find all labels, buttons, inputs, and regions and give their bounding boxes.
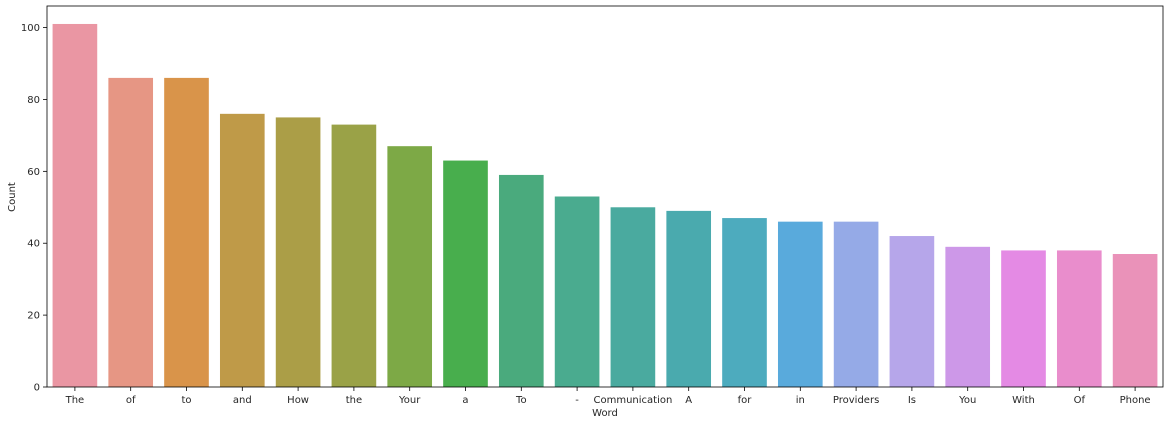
bar-2 <box>164 77 209 387</box>
y-tick-label: 80 <box>27 95 40 106</box>
y-axis: 0 20 40 60 80 100 <box>21 23 47 394</box>
bar-1 <box>108 77 154 387</box>
bar-12 <box>722 218 767 387</box>
x-tick-label: Is <box>908 395 916 406</box>
x-tick-label: How <box>287 395 309 406</box>
bar-6 <box>387 146 433 387</box>
bar-8 <box>498 174 544 387</box>
y-axis-label: Count <box>7 182 18 212</box>
x-tick-label: Providers <box>833 395 879 406</box>
x-tick-label: and <box>233 395 252 406</box>
y-tick-label: 20 <box>27 311 40 322</box>
bar-10 <box>610 207 656 387</box>
bar-0 <box>52 23 98 387</box>
bar-15 <box>889 236 935 387</box>
x-tick-label: A <box>685 395 692 406</box>
x-tick-label: Of <box>1074 395 1086 406</box>
x-tick-label: - <box>575 395 579 406</box>
x-tick-label: You <box>958 395 976 406</box>
x-tick-label: The <box>65 395 85 406</box>
x-tick-label: for <box>738 395 753 406</box>
bars-group <box>52 23 1158 388</box>
x-tick-label: the <box>346 395 362 406</box>
x-tick-label: to <box>181 395 191 406</box>
bar-16 <box>945 246 991 387</box>
x-tick-label: Your <box>398 395 421 406</box>
bar-18 <box>1056 250 1102 387</box>
bar-14 <box>833 221 879 387</box>
bar-7 <box>443 160 488 387</box>
y-tick-label: 60 <box>27 167 40 178</box>
x-tick-label: in <box>796 395 805 406</box>
y-tick-label: 100 <box>21 23 40 34</box>
bar-17 <box>1001 250 1046 387</box>
x-tick-label: a <box>462 395 468 406</box>
bar-5 <box>331 124 377 388</box>
x-tick-label: Communication <box>593 395 672 406</box>
bar-3 <box>219 113 265 387</box>
bar-4 <box>275 117 321 388</box>
x-tick-label: To <box>515 395 527 406</box>
bar-11 <box>666 210 712 387</box>
x-tick-label: of <box>126 395 136 406</box>
y-tick-label: 0 <box>34 383 40 394</box>
x-axis-label: Word <box>592 408 618 419</box>
y-tick-label: 40 <box>27 239 40 250</box>
bar-19 <box>1112 254 1158 387</box>
x-tick-label: With <box>1012 395 1035 406</box>
x-tick-label: Phone <box>1120 395 1151 406</box>
bar-13 <box>777 221 823 387</box>
bar-9 <box>554 196 600 387</box>
plot-frame <box>46 5 1164 388</box>
